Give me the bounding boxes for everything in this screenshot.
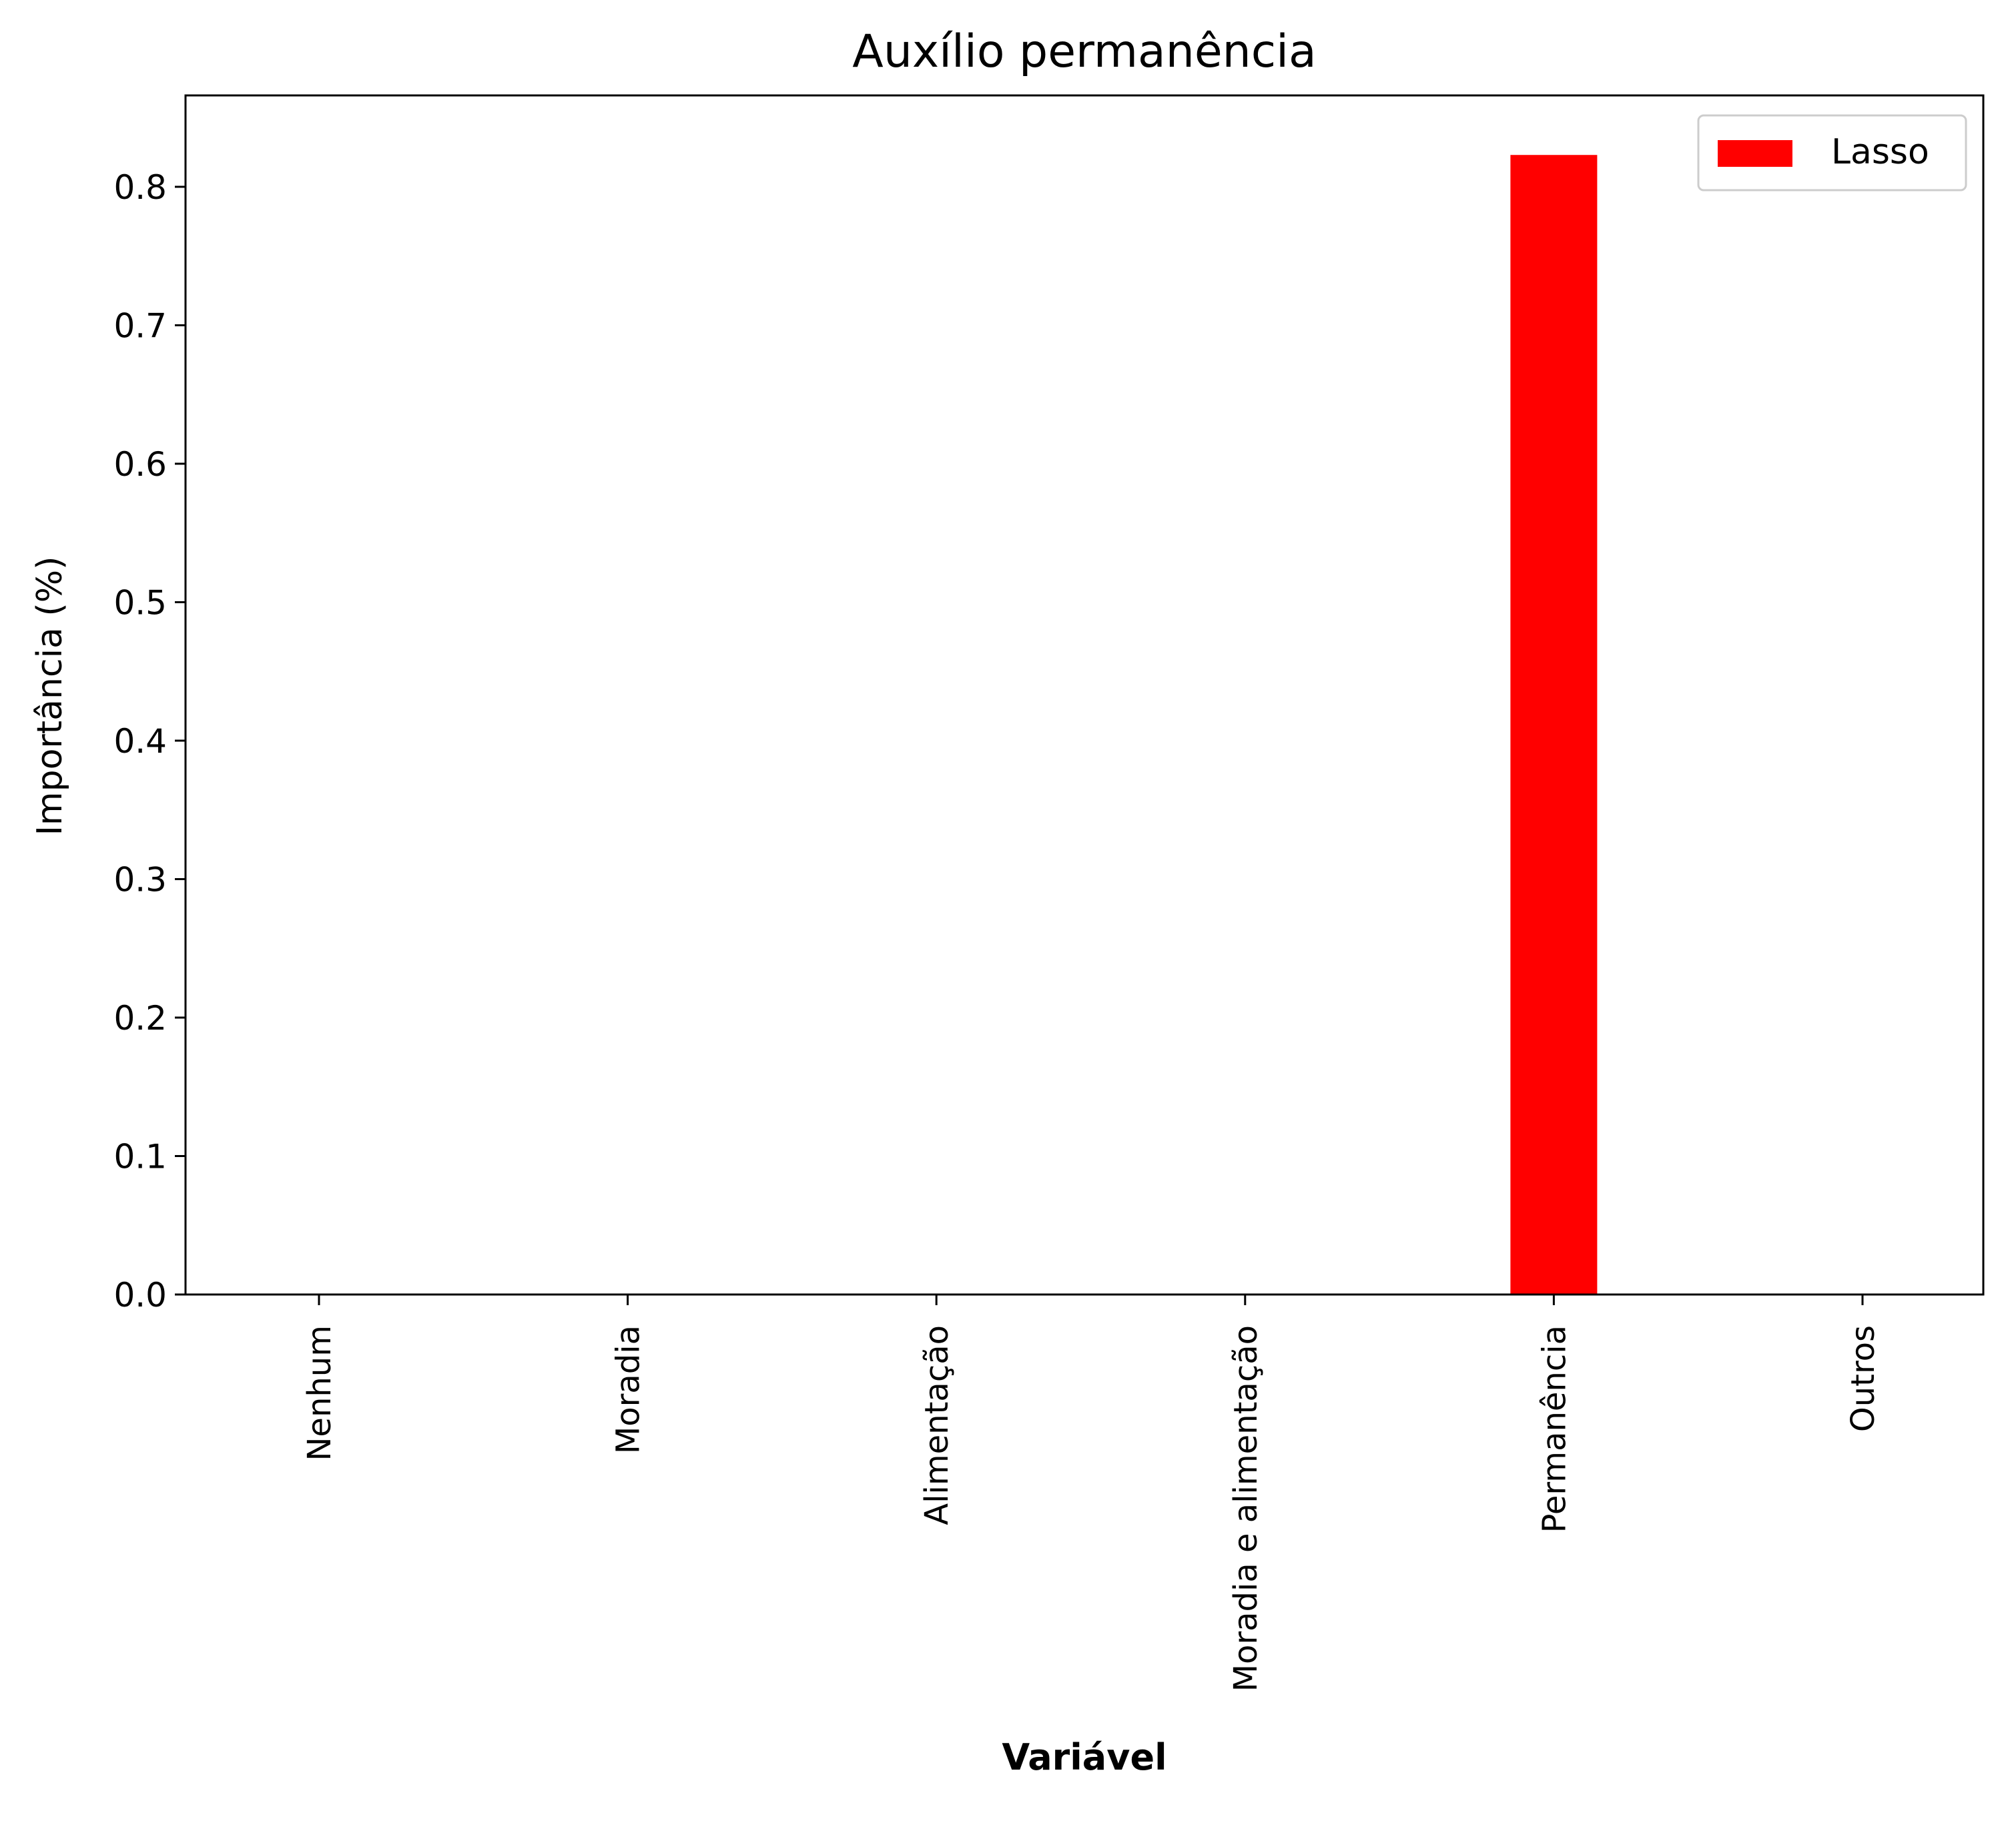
chart-title: Auxílio permanência — [852, 25, 1316, 78]
x-axis-label: Variável — [1002, 1736, 1166, 1778]
y-tick-label: 0.5 — [113, 583, 167, 622]
x-tick-label-nenhum: Nenhum — [301, 1325, 338, 1461]
y-tick-label: 0.7 — [113, 306, 167, 345]
y-axis-label: Importância (%) — [30, 557, 70, 836]
y-tick-label: 0.2 — [113, 999, 167, 1038]
legend-label-lasso: Lasso — [1831, 132, 1929, 172]
bars-group — [1510, 155, 1598, 1295]
x-ticks-group: Nenhum Moradia Alimentação Moradia e alimen… — [301, 1295, 1882, 1692]
plot-frame — [184, 94, 1985, 1296]
y-tick-label: 0.0 — [113, 1276, 167, 1315]
y-tick-label: 0.1 — [113, 1137, 167, 1176]
y-tick-label: 0.4 — [113, 722, 167, 761]
x-tick-label-alimentacao: Alimentação — [918, 1325, 956, 1525]
x-tick-label-moradia: Moradia — [610, 1325, 647, 1454]
x-tick-label-outros: Outros — [1844, 1325, 1882, 1432]
y-ticks-group: 0.0 0.1 0.2 0.3 0.4 0.5 0.6 0.7 0.8 — [113, 168, 186, 1315]
y-tick-label: 0.8 — [113, 168, 167, 207]
x-tick-label-moradia-e-alimentacao: Moradia e alimentação — [1227, 1325, 1265, 1692]
legend-swatch-lasso — [1718, 140, 1792, 167]
bar-lasso-permanencia — [1510, 155, 1598, 1295]
y-tick-label: 0.3 — [113, 860, 167, 899]
legend: Lasso — [1697, 114, 1967, 192]
y-tick-label: 0.6 — [113, 445, 167, 484]
legend-box — [1697, 114, 1967, 192]
x-tick-label-permanencia: Permanência — [1536, 1325, 1573, 1533]
